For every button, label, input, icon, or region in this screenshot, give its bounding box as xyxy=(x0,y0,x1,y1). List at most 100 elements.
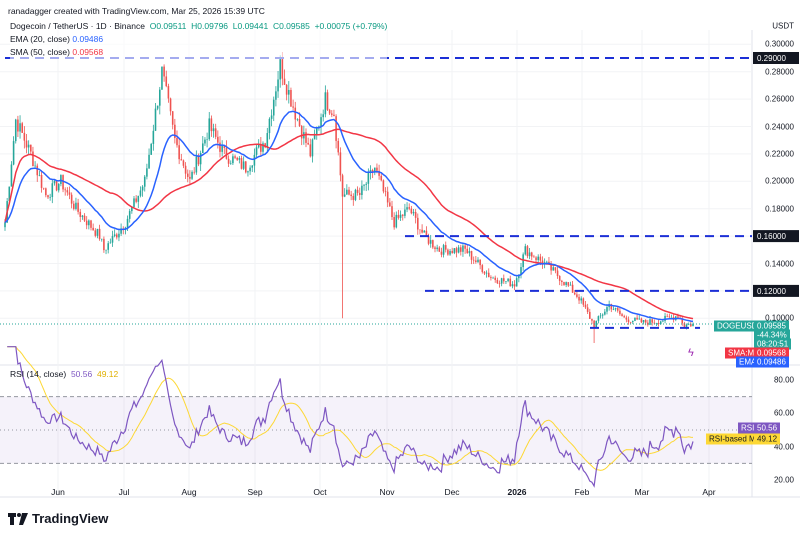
candle-body xyxy=(629,322,632,323)
candle-body xyxy=(561,280,563,283)
candle-body xyxy=(664,315,666,321)
candle-body xyxy=(627,319,630,323)
candle-body xyxy=(305,132,307,143)
rsi-legend: RSI (14, close) 50.56 49.12 xyxy=(10,369,118,379)
candle-body xyxy=(322,114,324,118)
candle-body xyxy=(324,92,327,115)
sma-50-line xyxy=(4,128,694,320)
time-tick-label: Sep xyxy=(247,487,263,497)
sma-tag-value: 0.09568 xyxy=(754,347,789,359)
candle-body xyxy=(683,323,686,327)
lightning-icon[interactable]: ϟ xyxy=(688,347,694,359)
candle-body xyxy=(266,133,269,148)
candle-body xyxy=(171,111,174,125)
candle-body xyxy=(453,248,456,254)
time-tick-label: Jun xyxy=(51,487,65,497)
candle-body xyxy=(358,192,361,196)
candle-body xyxy=(606,307,608,312)
candle-body xyxy=(197,156,200,165)
ohlc-high: H0.09796 xyxy=(191,21,229,31)
candle-body xyxy=(621,314,623,317)
rsima-tag-value: 49.12 xyxy=(754,433,781,445)
time-tick-label: Oct xyxy=(313,487,327,497)
candle-body xyxy=(685,324,688,327)
candle-body xyxy=(533,256,535,258)
candle-body xyxy=(45,188,47,196)
candle-body xyxy=(423,230,426,233)
sma-tag-label: SMA:MA xyxy=(725,347,763,359)
candle-body xyxy=(586,307,589,312)
candle-body xyxy=(490,277,492,279)
candle-body xyxy=(150,143,152,155)
candle-body xyxy=(408,207,410,209)
candle-body xyxy=(272,99,275,116)
candle-body xyxy=(268,118,271,134)
candle-body xyxy=(23,132,26,141)
candle-body xyxy=(186,173,189,177)
tradingview-logo[interactable]: TradingView xyxy=(8,511,108,526)
candle-body xyxy=(57,184,60,191)
candle-body xyxy=(481,265,484,272)
candle-body xyxy=(128,211,131,219)
candle-body xyxy=(354,189,357,200)
candle-body xyxy=(350,194,352,197)
candle-body xyxy=(51,183,54,198)
candle-body xyxy=(229,163,232,164)
candle-body xyxy=(264,143,266,148)
candle-body xyxy=(395,214,398,228)
candle-body xyxy=(556,270,559,277)
candle-body xyxy=(518,274,520,279)
candle-body xyxy=(496,279,499,284)
candle-body xyxy=(174,124,176,138)
candle-body xyxy=(135,198,137,202)
candle-body xyxy=(85,220,88,226)
candle-body xyxy=(578,296,580,301)
candle-body xyxy=(36,165,39,176)
rsi-label[interactable]: RSI (14, close) xyxy=(10,369,67,379)
candle-body xyxy=(492,277,494,279)
candle-body xyxy=(178,145,180,160)
candle-body xyxy=(687,324,690,325)
tradingview-logo-icon xyxy=(8,512,28,525)
candle-body xyxy=(462,245,464,252)
candle-body xyxy=(417,217,419,230)
candle-body xyxy=(346,189,348,195)
candle-body xyxy=(240,158,243,169)
symbol-title[interactable]: Dogecoin / TetherUS · 1D · Binance xyxy=(10,21,145,31)
time-tick-label: Dec xyxy=(444,487,460,497)
logo-text: TradingView xyxy=(32,511,109,526)
candle-body xyxy=(133,198,135,207)
candle-body xyxy=(524,246,527,255)
candle-body xyxy=(498,283,501,284)
ticker-tag: DOGEUSDT xyxy=(714,320,766,332)
candle-body xyxy=(571,284,574,293)
candle-body xyxy=(563,282,565,285)
candle-body xyxy=(53,180,56,184)
candle-body xyxy=(580,298,582,301)
candle-body xyxy=(487,272,490,278)
candle-body xyxy=(253,154,256,166)
candle-body xyxy=(485,272,488,274)
candle-body xyxy=(515,278,518,287)
candle-body xyxy=(427,236,430,244)
candle-body xyxy=(584,304,587,308)
candle-body xyxy=(221,145,223,152)
candle-body xyxy=(638,318,641,320)
candle-body xyxy=(634,317,636,321)
time-tick-label: Nov xyxy=(379,487,395,497)
candle-body xyxy=(595,320,598,328)
candle-body xyxy=(296,119,299,120)
time-tick-label: Apr xyxy=(702,487,716,497)
rsi-value: 50.56 xyxy=(70,369,93,379)
candle-body xyxy=(232,156,234,164)
candle-body xyxy=(79,211,82,217)
ema-label[interactable]: EMA (20, close) xyxy=(10,34,70,44)
candle-body xyxy=(81,215,84,217)
sma-label[interactable]: SMA (50, close) xyxy=(10,47,70,57)
candle-body xyxy=(176,137,178,146)
candle-body xyxy=(208,118,211,140)
time-tick-label: Aug xyxy=(181,487,197,497)
candle-body xyxy=(120,228,122,234)
candle-body xyxy=(40,174,43,188)
